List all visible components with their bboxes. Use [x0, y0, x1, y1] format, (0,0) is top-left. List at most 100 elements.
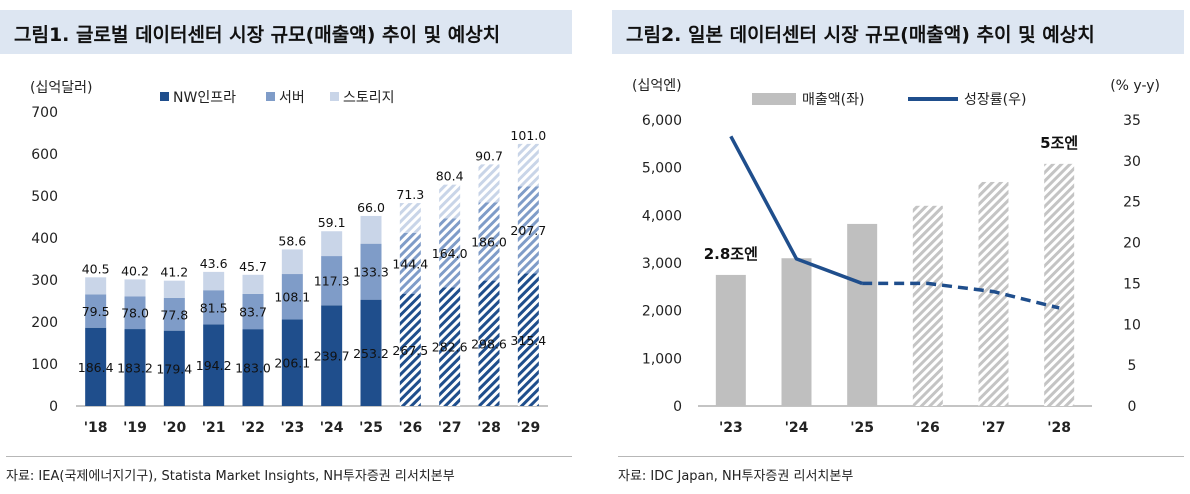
x-tick-label: '28: [1047, 420, 1071, 436]
data-label: 90.7: [475, 148, 503, 163]
data-label: 78.0: [121, 306, 149, 321]
bar-segment: [124, 279, 146, 297]
bar-segment: [478, 280, 500, 406]
left-y-tick-label: 6,000: [642, 113, 682, 129]
bar-segment: [85, 277, 107, 295]
bar-segment: [360, 215, 382, 244]
data-label: 108.1: [274, 290, 310, 305]
right-y-tick-label: 20: [1123, 236, 1141, 252]
bar-segment: [242, 293, 264, 330]
data-label: 315.4: [510, 333, 546, 348]
data-label: 41.2: [160, 265, 188, 280]
data-label: 133.3: [353, 265, 389, 280]
y-tick-label: 0: [49, 399, 58, 415]
data-label: 267.5: [392, 343, 428, 358]
legend-swatch-bar: [752, 93, 796, 105]
left-y-tick-label: 4,000: [642, 208, 682, 224]
x-tick-label: '25: [359, 420, 383, 436]
bar-segment: [478, 164, 500, 203]
bar-segment: [321, 231, 343, 257]
bar-segment: [399, 293, 421, 406]
bar-segment: [203, 271, 225, 291]
bar-segment: [439, 218, 461, 288]
bar-segment: [360, 299, 382, 406]
data-label: 194.2: [196, 358, 232, 373]
data-label: 43.6: [200, 256, 228, 271]
growth-line-forecast: [862, 281, 1060, 310]
bar: [1044, 163, 1075, 406]
source-note: 자료: IDC Japan, NH투자증권 리서치본부: [618, 456, 1184, 486]
x-tick-label: '24: [320, 420, 344, 436]
y-tick-label: 400: [31, 231, 58, 247]
x-tick-label: '25: [850, 420, 874, 436]
legend-swatch: [160, 92, 169, 101]
data-label: 144.4: [392, 256, 428, 271]
bar-segment: [439, 184, 461, 219]
y-tick-label: 100: [31, 357, 58, 373]
x-tick-label: '21: [202, 420, 226, 436]
y-tick-label: 300: [31, 273, 58, 289]
chart-title: 그림1. 글로벌 데이터센터 시장 규모(매출액) 추이 및 예상치: [0, 10, 572, 54]
chart-title: 그림2. 일본 데이터센터 시장 규모(매출액) 추이 및 예상치: [612, 10, 1184, 54]
data-label: 253.2: [353, 346, 389, 361]
bar-segment: [124, 296, 146, 330]
left-y-tick-label: 1,000: [642, 351, 682, 367]
bar-segment: [478, 202, 500, 281]
bar-segment: [281, 319, 303, 406]
y-tick-label: 500: [31, 189, 58, 205]
data-label: 282.6: [432, 340, 468, 355]
x-tick-label: '18: [84, 420, 108, 436]
data-label: 77.8: [160, 307, 188, 322]
legend-label: NW인프라: [173, 90, 236, 106]
source-note: 자료: IEA(국제에너지기구), Statista Market Insigh…: [6, 456, 572, 486]
bar: [847, 223, 878, 406]
chart-panel-japan: 그림2. 일본 데이터센터 시장 규모(매출액) 추이 및 예상치 (십억엔)(…: [612, 0, 1184, 494]
annotation-label: 5조엔: [1040, 134, 1078, 152]
y-tick-label: 200: [31, 315, 58, 331]
bar-segment: [281, 249, 303, 275]
data-label: 183.2: [117, 361, 153, 376]
bar-segment: [203, 290, 225, 325]
bar-segment: [203, 324, 225, 406]
data-label: 81.5: [200, 300, 228, 315]
right-axis-unit-label: (% y-y): [1110, 78, 1160, 94]
data-label: 59.1: [318, 215, 346, 230]
left-y-tick-label: 2,000: [642, 304, 682, 320]
x-tick-label: '24: [785, 420, 809, 436]
data-label: 183.0: [235, 361, 271, 376]
data-label: 206.1: [274, 356, 310, 371]
chart-panel-global: 그림1. 글로벌 데이터센터 시장 규모(매출액) 추이 및 예상치 (십억달러…: [0, 0, 572, 494]
x-tick-label: '27: [438, 420, 462, 436]
legend-label: 스토리지: [343, 90, 395, 106]
japan-bar-line-chart: (십억엔) (% y-y) 0 1,000 2,000 3,000 4,000 5,000 6,…: [632, 78, 1160, 436]
data-label: 117.3: [314, 274, 350, 289]
data-label: 40.2: [121, 263, 149, 278]
data-label: 186.4: [78, 360, 114, 375]
data-label: 83.7: [239, 305, 267, 320]
bar-segment: [439, 287, 461, 406]
bar-segment: [517, 143, 539, 187]
x-tick-label: '26: [916, 420, 940, 436]
bar-segment: [321, 305, 343, 406]
data-label: 298.6: [471, 336, 507, 351]
data-label: 58.6: [278, 233, 306, 248]
bar: [715, 274, 746, 406]
bar-segment: [163, 330, 185, 406]
legend-swatch: [330, 92, 339, 101]
data-label: 186.0: [471, 235, 507, 250]
left-y-tick-label: 0: [673, 399, 682, 415]
x-tick-label: '26: [398, 420, 422, 436]
global-stacked-bar-chart: (십억달러) 0 100 200 300 400 500 600 700 NW인프라 서버 스토리지 1…: [30, 80, 548, 436]
annotation-label: 2.8조엔: [704, 245, 758, 263]
x-tick-label: '22: [241, 420, 265, 436]
bar-segment: [85, 327, 107, 406]
data-label: 101.0: [510, 128, 546, 143]
right-y-tick-label: 30: [1123, 154, 1141, 170]
data-label: 80.4: [436, 169, 464, 184]
y-axis-unit-label: (십억달러): [30, 80, 92, 96]
right-y-tick-label: 15: [1123, 276, 1141, 292]
bar-segment: [517, 186, 539, 274]
legend-swatch: [266, 92, 275, 101]
bar-segment: [163, 297, 185, 331]
legend-label: 성장률(우): [964, 92, 1026, 108]
